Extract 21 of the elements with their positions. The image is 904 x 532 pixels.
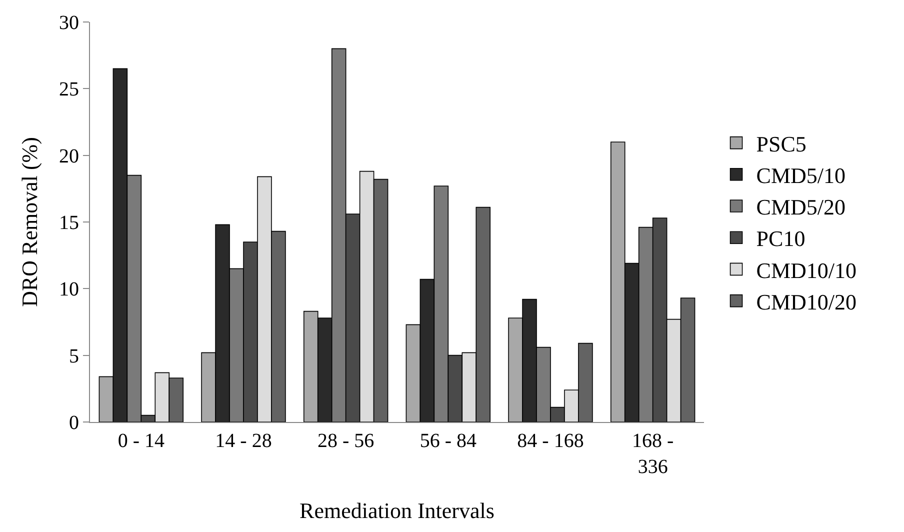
legend-label: CMD5/20 xyxy=(756,194,846,220)
x-axis-title: Remediation Intervals xyxy=(300,498,494,523)
y-tick-label: 15 xyxy=(59,212,79,234)
legend-label: CMD5/10 xyxy=(756,162,846,188)
y-tick-label: 30 xyxy=(59,12,79,34)
y-tick-label: 5 xyxy=(69,345,79,368)
legend-label: PSC5 xyxy=(756,131,806,156)
y-tick-label: 10 xyxy=(59,278,79,301)
y-axis-title: DRO Removal (%) xyxy=(16,137,42,307)
legend-label: PC10 xyxy=(756,226,806,252)
legend-label: CMD10/20 xyxy=(756,289,857,314)
legend-label: CMD10/10 xyxy=(756,258,857,283)
y-tick-label: 0 xyxy=(69,412,79,434)
x-tick-label: 28 - 56 xyxy=(317,430,374,452)
x-tick-label: 84 - 168 xyxy=(517,430,584,452)
y-tick-label: 25 xyxy=(59,78,79,101)
x-tick-label: 56 - 84 xyxy=(420,430,477,452)
x-tick-label: 14 - 28 xyxy=(215,430,272,452)
x-tick-label: 0 - 14 xyxy=(118,430,165,452)
y-tick-label: 20 xyxy=(59,145,79,168)
x-tick-label: 168 - 336 xyxy=(632,430,674,478)
